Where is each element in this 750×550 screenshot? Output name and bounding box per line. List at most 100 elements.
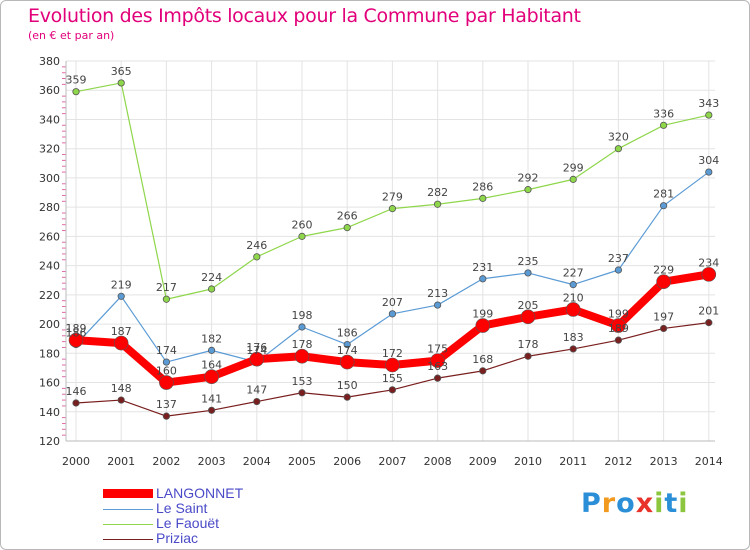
- data-point: [569, 281, 577, 289]
- data-label: 281: [653, 188, 674, 201]
- data-label: 227: [563, 267, 584, 280]
- data-label: 213: [427, 287, 448, 300]
- x-tick-label: 2013: [650, 455, 678, 468]
- data-point: [659, 324, 668, 333]
- data-point: [72, 88, 80, 96]
- x-tick-label: 2000: [62, 455, 90, 468]
- data-point: [343, 393, 351, 401]
- data-point: [162, 295, 170, 303]
- data-label: 201: [698, 305, 719, 318]
- data-point: [298, 323, 306, 331]
- data-point: [524, 352, 532, 360]
- data-point: [433, 301, 442, 309]
- data-label: 150: [337, 379, 358, 392]
- data-point: [433, 200, 442, 208]
- data-label: 174: [156, 344, 177, 357]
- data-point: [659, 202, 668, 210]
- data-point: [614, 336, 623, 344]
- data-point: [433, 374, 442, 382]
- data-label: 286: [472, 180, 493, 193]
- legend-label: Priziac: [156, 530, 199, 546]
- data-label: 153: [292, 375, 313, 388]
- data-point: [388, 205, 396, 213]
- logo-letter: i: [654, 488, 665, 519]
- data-point: [159, 375, 174, 390]
- y-tick-label: 160: [39, 377, 60, 390]
- x-tick-label: 2011: [559, 455, 587, 468]
- data-point: [388, 386, 396, 394]
- chart-subtitle: (en € et par an): [28, 29, 115, 42]
- data-point: [705, 319, 713, 327]
- data-label: 246: [246, 239, 267, 252]
- legend-label: LANGONNET: [156, 485, 244, 501]
- data-label: 137: [156, 398, 177, 411]
- x-tick-label: 2006: [333, 455, 361, 468]
- data-point: [162, 358, 170, 366]
- data-label: 205: [518, 299, 539, 312]
- data-label: 217: [156, 281, 177, 294]
- data-label: 148: [111, 382, 132, 395]
- data-point: [117, 292, 125, 300]
- data-label: 207: [382, 296, 403, 309]
- data-label: 231: [472, 261, 493, 274]
- logo-letter: o: [616, 488, 636, 519]
- data-label: 199: [608, 308, 629, 321]
- data-label: 279: [382, 191, 403, 204]
- y-tick-label: 300: [39, 172, 60, 185]
- data-label: 168: [472, 353, 493, 366]
- data-point: [611, 318, 626, 333]
- logo-letter: x: [635, 488, 655, 519]
- x-tick-label: 2005: [288, 455, 316, 468]
- data-point: [162, 412, 170, 420]
- data-point: [204, 369, 219, 384]
- data-point: [430, 353, 445, 368]
- data-label: 197: [653, 310, 674, 323]
- data-point: [705, 168, 713, 176]
- y-tick-label: 240: [39, 260, 60, 273]
- data-label: 182: [201, 332, 222, 345]
- data-label: 164: [201, 359, 222, 372]
- data-label: 266: [337, 210, 358, 223]
- data-label: 237: [608, 252, 629, 265]
- data-label: 160: [156, 365, 177, 378]
- legend-swatch: [103, 539, 153, 540]
- x-tick-label: 2008: [424, 455, 452, 468]
- data-point: [701, 267, 717, 282]
- data-point: [294, 348, 310, 364]
- data-label: 282: [427, 186, 448, 199]
- legend-label: Le Saint: [156, 500, 208, 516]
- legend-swatch: [103, 524, 153, 525]
- data-label: 199: [472, 308, 493, 321]
- data-point: [479, 367, 487, 375]
- data-label: 336: [653, 107, 674, 120]
- data-label: 198: [292, 309, 313, 322]
- logo-letter: P: [581, 488, 602, 519]
- data-label: 187: [111, 325, 132, 338]
- data-point: [569, 175, 577, 183]
- y-tick-label: 120: [39, 435, 60, 448]
- x-tick-label: 2012: [604, 455, 632, 468]
- data-label: 234: [698, 256, 719, 269]
- data-label: 178: [518, 338, 539, 351]
- data-label: 141: [201, 392, 222, 405]
- data-label: 210: [563, 291, 584, 304]
- data-label: 146: [66, 385, 87, 398]
- y-tick-label: 140: [39, 406, 60, 419]
- data-label: 365: [111, 65, 132, 78]
- data-label: 235: [518, 255, 539, 268]
- data-label: 186: [66, 327, 87, 340]
- legend-label: Le Faouët: [156, 515, 220, 531]
- legend-swatch: [103, 489, 153, 498]
- y-tick-label: 340: [39, 113, 60, 126]
- y-tick-label: 200: [39, 318, 60, 331]
- x-tick-label: 2004: [243, 455, 271, 468]
- data-point: [68, 332, 84, 348]
- data-label: 176: [246, 341, 267, 354]
- data-point: [298, 232, 306, 240]
- y-tick-label: 380: [39, 55, 60, 68]
- data-label: 186: [337, 327, 358, 340]
- data-label: 224: [201, 271, 222, 284]
- data-label: 219: [111, 278, 132, 291]
- data-label: 189: [608, 322, 629, 335]
